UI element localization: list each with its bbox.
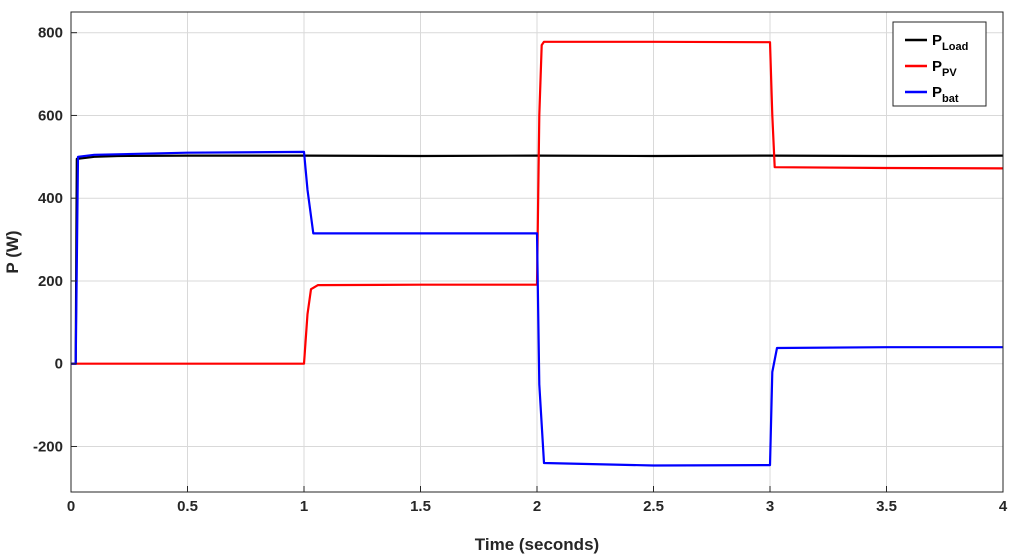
legend-entry-main: P <box>932 84 942 101</box>
legend-entry: PLoad <box>932 32 968 53</box>
series-line-bat <box>71 150 1003 467</box>
y-tick-label: 600 <box>38 107 63 124</box>
x-tick-label: 0.5 <box>177 498 198 515</box>
legend-entry: PPV <box>932 58 957 79</box>
x-tick-label: 4 <box>999 498 1008 515</box>
y-tick-label: 400 <box>38 190 63 207</box>
x-axis-label: Time (seconds) <box>475 535 599 554</box>
x-tick-label: 3 <box>766 498 774 515</box>
x-tick-label: 1.5 <box>410 498 431 515</box>
y-tick-label: -200 <box>33 438 63 455</box>
y-tick-label: 0 <box>55 356 63 373</box>
y-tick-label: 800 <box>38 25 63 42</box>
x-tick-label: 2.5 <box>643 498 664 515</box>
x-tick-label: 0 <box>67 498 75 515</box>
x-axis-ticks: 0 0.5 1 1.5 2 2.5 3 3.5 4 <box>67 486 1008 515</box>
y-axis-ticks: -200 0 200 400 600 800 <box>33 25 77 455</box>
series-lines <box>71 40 1004 467</box>
legend-entry-subscript: Load <box>942 41 968 53</box>
legend-entry-subscript: bat <box>942 93 959 105</box>
y-axis-label: P (W) <box>3 230 22 273</box>
y-tick-label: 200 <box>38 273 63 290</box>
series-line-pv <box>71 40 1004 365</box>
x-tick-label: 3.5 <box>876 498 897 515</box>
legend-entry: Pbat <box>932 84 959 105</box>
x-tick-label: 2 <box>533 498 541 515</box>
legend-entry-main: P <box>932 58 942 75</box>
x-tick-label: 1 <box>300 498 308 515</box>
legend-entry-subscript: PV <box>942 67 957 79</box>
legend-entry-main: P <box>932 32 942 49</box>
